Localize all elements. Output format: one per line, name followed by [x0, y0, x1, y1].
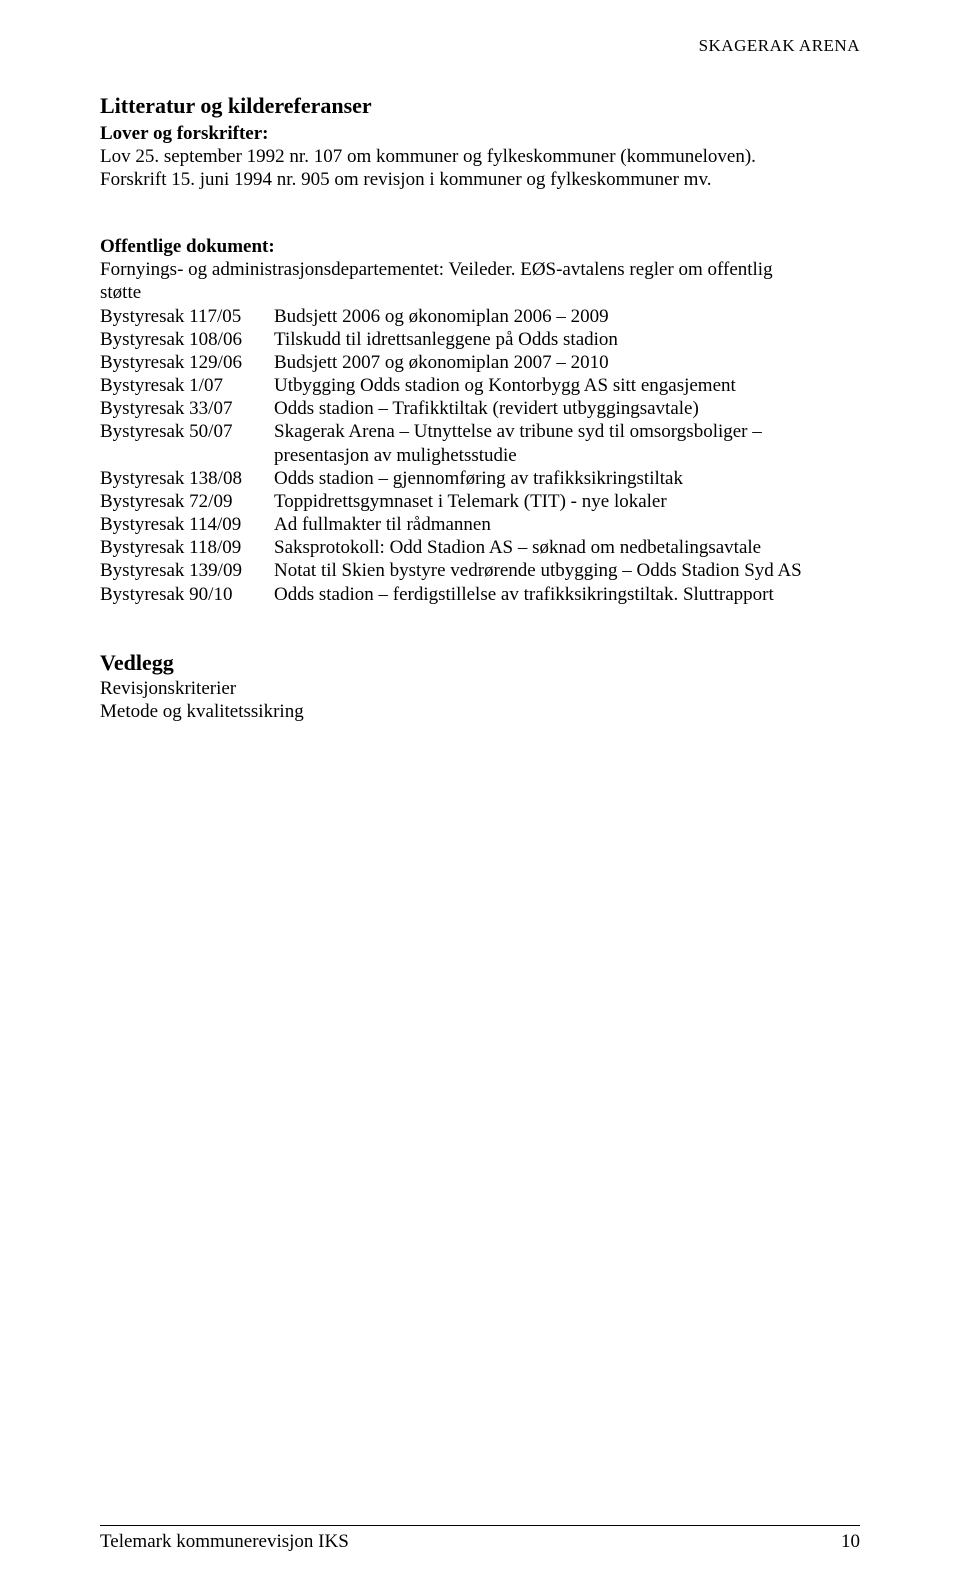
table-row: Bystyresak 117/05 Budsjett 2006 og økono…	[100, 305, 860, 328]
case-id: Bystyresak 138/08	[100, 467, 274, 490]
case-desc: Odds stadion – ferdigstillelse av trafik…	[274, 583, 860, 606]
case-desc: Odds stadion – gjennomføring av trafikks…	[274, 467, 860, 490]
page-number: 10	[841, 1530, 860, 1553]
case-desc: Skagerak Arena – Utnyttelse av tribune s…	[274, 420, 860, 466]
case-id: Bystyresak 129/06	[100, 351, 274, 374]
table-row: Bystyresak 129/06 Budsjett 2007 og økono…	[100, 351, 860, 374]
case-desc: Utbygging Odds stadion og Kontorbygg AS …	[274, 374, 860, 397]
table-row: Bystyresak 114/09 Ad fullmakter til rådm…	[100, 513, 860, 536]
vedlegg-line-1: Revisjonskriterier	[100, 677, 860, 700]
case-desc: Saksprotokoll: Odd Stadion AS – søknad o…	[274, 536, 860, 559]
case-id: Bystyresak 1/07	[100, 374, 274, 397]
table-row: Bystyresak 138/08 Odds stadion – gjennom…	[100, 467, 860, 490]
section-title: Litteratur og kildereferanser	[100, 93, 860, 120]
table-row: Bystyresak 90/10 Odds stadion – ferdigst…	[100, 583, 860, 606]
case-desc: Budsjett 2006 og økonomiplan 2006 – 2009	[274, 305, 860, 328]
table-row: Bystyresak 33/07 Odds stadion – Trafikkt…	[100, 397, 860, 420]
case-id: Bystyresak 117/05	[100, 305, 274, 328]
case-id: Bystyresak 108/06	[100, 328, 274, 351]
case-id: Bystyresak 139/09	[100, 559, 274, 582]
lover-line-1: Lov 25. september 1992 nr. 107 om kommun…	[100, 145, 860, 168]
case-desc: Notat til Skien bystyre vedrørende utbyg…	[274, 559, 860, 582]
offentlige-intro-1: Fornyings- og administrasjonsdepartement…	[100, 258, 860, 281]
case-id: Bystyresak 114/09	[100, 513, 274, 536]
case-id: Bystyresak 50/07	[100, 420, 274, 443]
lover-heading: Lover og forskrifter:	[100, 122, 860, 145]
lover-line-2: Forskrift 15. juni 1994 nr. 905 om revis…	[100, 168, 860, 191]
case-id: Bystyresak 90/10	[100, 583, 274, 606]
case-desc: Ad fullmakter til rådmannen	[274, 513, 860, 536]
table-row: Bystyresak 108/06 Tilskudd til idrettsan…	[100, 328, 860, 351]
page: SKAGERAK ARENA Litteratur og kilderefera…	[0, 0, 960, 1589]
case-desc: Toppidrettsgymnaset i Telemark (TIT) - n…	[274, 490, 860, 513]
case-id: Bystyresak 118/09	[100, 536, 274, 559]
case-id: Bystyresak 33/07	[100, 397, 274, 420]
case-desc: Odds stadion – Trafikktiltak (revidert u…	[274, 397, 860, 420]
footer-left: Telemark kommunerevisjon IKS	[100, 1530, 349, 1553]
running-header: SKAGERAK ARENA	[100, 36, 860, 57]
case-desc: Budsjett 2007 og økonomiplan 2007 – 2010	[274, 351, 860, 374]
case-desc: Tilskudd til idrettsanleggene på Odds st…	[274, 328, 860, 351]
table-row: Bystyresak 139/09 Notat til Skien bystyr…	[100, 559, 860, 582]
footer-rule	[100, 1525, 860, 1526]
table-row: Bystyresak 72/09 Toppidrettsgymnaset i T…	[100, 490, 860, 513]
offentlige-intro-2: støtte	[100, 281, 860, 304]
vedlegg-line-2: Metode og kvalitetssikring	[100, 700, 860, 723]
vedlegg-heading: Vedlegg	[100, 650, 860, 677]
table-row: Bystyresak 50/07 Skagerak Arena – Utnytt…	[100, 420, 860, 466]
table-row: Bystyresak 118/09 Saksprotokoll: Odd Sta…	[100, 536, 860, 559]
page-footer: Telemark kommunerevisjon IKS 10	[100, 1525, 860, 1553]
case-id: Bystyresak 72/09	[100, 490, 274, 513]
table-row: Bystyresak 1/07 Utbygging Odds stadion o…	[100, 374, 860, 397]
offentlige-heading: Offentlige dokument:	[100, 235, 860, 258]
